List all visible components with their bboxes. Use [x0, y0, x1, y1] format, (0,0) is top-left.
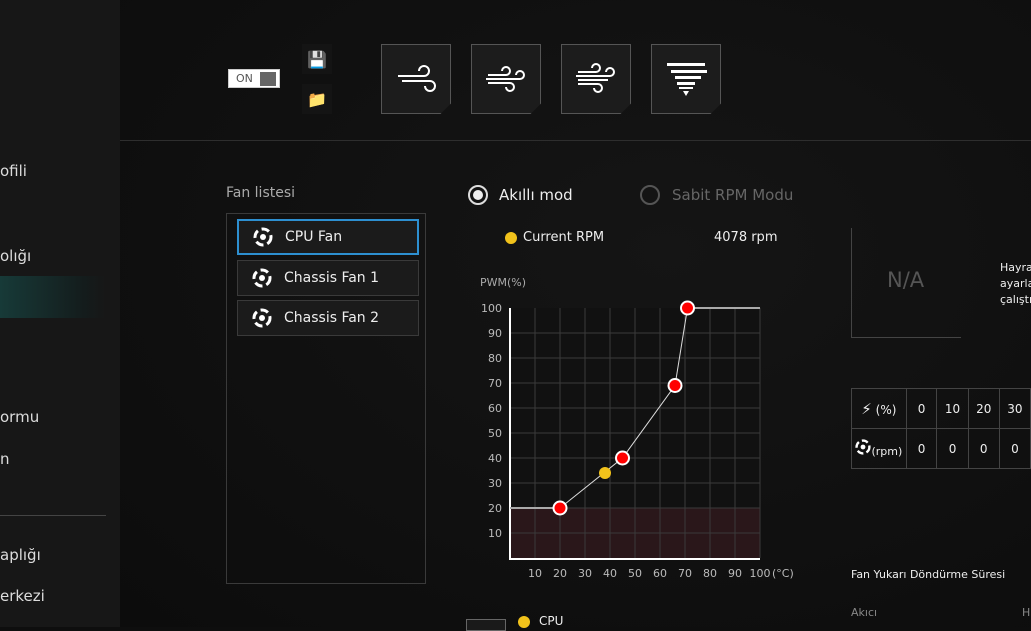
x-axis-unit: (°C) [772, 567, 794, 580]
na-value: N/A [887, 268, 925, 292]
on-off-toggle[interactable]: ON [228, 69, 280, 88]
pct-cell: 20 [967, 388, 1000, 429]
rpm-table: ⚡︎ (%) 0 10 20 30 (rpm) 0 0 0 0 [851, 388, 1031, 469]
y-tick-label: 80 [488, 352, 502, 365]
x-tick-label: 40 [603, 567, 617, 580]
sidebar-item-2[interactable]: olığı [0, 247, 32, 265]
sidebar-item-4[interactable]: n [0, 450, 10, 468]
fan-curve-chart[interactable]: 10 20 30 40 50 60 70 80 90 100 10 20 30 40 50 60 70 80 90 1… [460, 270, 800, 590]
fan-icon [252, 268, 272, 288]
y-tick-label: 90 [488, 327, 502, 340]
turbo-mode-button[interactable] [561, 44, 631, 114]
sidebar-item-5[interactable]: aplığı [0, 546, 41, 564]
pct-header: ⚡︎ (%) [851, 388, 907, 429]
fan-item-label: CPU Fan [285, 229, 343, 245]
fan-curve-line [559, 307, 688, 509]
cpu-legend-label: CPU [539, 614, 564, 628]
spinup-title: Fan Yukarı Döndürme Süresi [851, 568, 1006, 581]
rpm-unit: (rpm) [871, 445, 903, 458]
curve-point[interactable] [615, 450, 630, 466]
curve-point[interactable] [667, 378, 683, 393]
rpm-header: (rpm) [851, 428, 907, 469]
curve-point[interactable] [552, 500, 568, 516]
fan-icon [253, 227, 273, 247]
spinup-left-label: Akıcı [851, 606, 878, 619]
y-tick-label: 40 [488, 452, 502, 465]
y-tick-label: 10 [488, 527, 502, 540]
folder-icon[interactable]: 📁 [302, 84, 332, 114]
x-tick-label: 80 [703, 567, 717, 580]
fan-icon [855, 439, 872, 455]
rpm-cell: 0 [936, 428, 969, 469]
fan-item-chassis-2[interactable]: Chassis Fan 2 [237, 300, 419, 336]
x-tick-label: 90 [728, 567, 742, 580]
hint-line: ayarla [1000, 277, 1031, 290]
pct-cell: 10 [936, 388, 969, 429]
current-rpm-dot [505, 232, 517, 244]
fixed-rpm-radio[interactable] [640, 185, 660, 205]
current-temp-point [599, 467, 611, 479]
lightning-icon: ⚡︎ [861, 399, 872, 418]
pct-unit: (%) [875, 402, 897, 417]
standard-wind-icon [486, 66, 525, 92]
y-tick-label: 50 [488, 427, 502, 440]
pct-cell: 0 [905, 388, 938, 429]
y-tick-label: 60 [488, 402, 502, 415]
full-speed-mode-button[interactable] [651, 44, 721, 114]
standard-mode-button[interactable] [471, 44, 541, 114]
y-axis-label: PWM(%) [480, 276, 526, 289]
sidebar-item-active[interactable] [0, 276, 105, 318]
toggle-label: ON [236, 72, 253, 85]
y-tick-label: 70 [488, 377, 502, 390]
rpm-display [851, 228, 961, 338]
fan-item-label: Chassis Fan 1 [284, 270, 380, 286]
legend-toggle-button[interactable] [466, 619, 506, 631]
rpm-cell: 0 [905, 428, 938, 469]
current-rpm-label: Current RPM [523, 230, 605, 245]
turbo-wind-icon [576, 63, 615, 93]
x-tick-label: 20 [553, 567, 567, 580]
hint-line: çalıştı [1000, 293, 1031, 306]
hint-line: Hayra [1000, 261, 1031, 274]
rpm-cell: 0 [998, 428, 1031, 469]
current-rpm-value: 4078 rpm [714, 230, 778, 245]
silent-mode-button[interactable] [381, 44, 451, 114]
sidebar-item-6[interactable]: erkezi [0, 587, 45, 605]
fixed-rpm-label[interactable]: Sabit RPM Modu [672, 186, 794, 204]
spinup-right-label: H [1022, 606, 1031, 619]
cpu-legend-dot [518, 616, 530, 628]
x-tick-label: 10 [528, 567, 542, 580]
x-tick-label: 70 [678, 567, 692, 580]
divider [120, 140, 1031, 141]
sidebar: ofili olığı ormu n aplığı erkezi [0, 0, 120, 627]
fan-item-label: Chassis Fan 2 [284, 310, 380, 326]
smart-mode-radio[interactable] [468, 185, 488, 205]
fan-list-title: Fan listesi [226, 185, 296, 201]
y-tick-label: 30 [488, 477, 502, 490]
fan-icon [252, 308, 272, 328]
y-tick-label: 100 [481, 302, 502, 315]
x-tick-label: 50 [628, 567, 642, 580]
fan-item-chassis-1[interactable]: Chassis Fan 1 [237, 260, 419, 296]
y-tick-label: 20 [488, 502, 502, 515]
sidebar-item-3[interactable]: ormu [0, 408, 40, 426]
save-icon[interactable]: 💾 [302, 44, 332, 74]
pct-cell: 30 [998, 388, 1031, 429]
silent-wind-icon [398, 65, 436, 92]
sidebar-divider [0, 515, 106, 516]
hint-text: Hayra ayarla çalıştı [1000, 260, 1031, 308]
x-tick-label: 30 [578, 567, 592, 580]
x-tick-label: 100 [750, 567, 771, 580]
rpm-cell: 0 [967, 428, 1000, 469]
fan-item-cpu[interactable]: CPU Fan [237, 219, 419, 255]
x-tick-label: 60 [653, 567, 667, 580]
full-speed-tornado-icon [667, 63, 707, 96]
fan-list [226, 213, 426, 584]
curve-point[interactable] [680, 300, 695, 316]
sidebar-item-profile[interactable]: ofili [0, 162, 27, 180]
smart-mode-label[interactable]: Akıllı mod [499, 186, 573, 204]
